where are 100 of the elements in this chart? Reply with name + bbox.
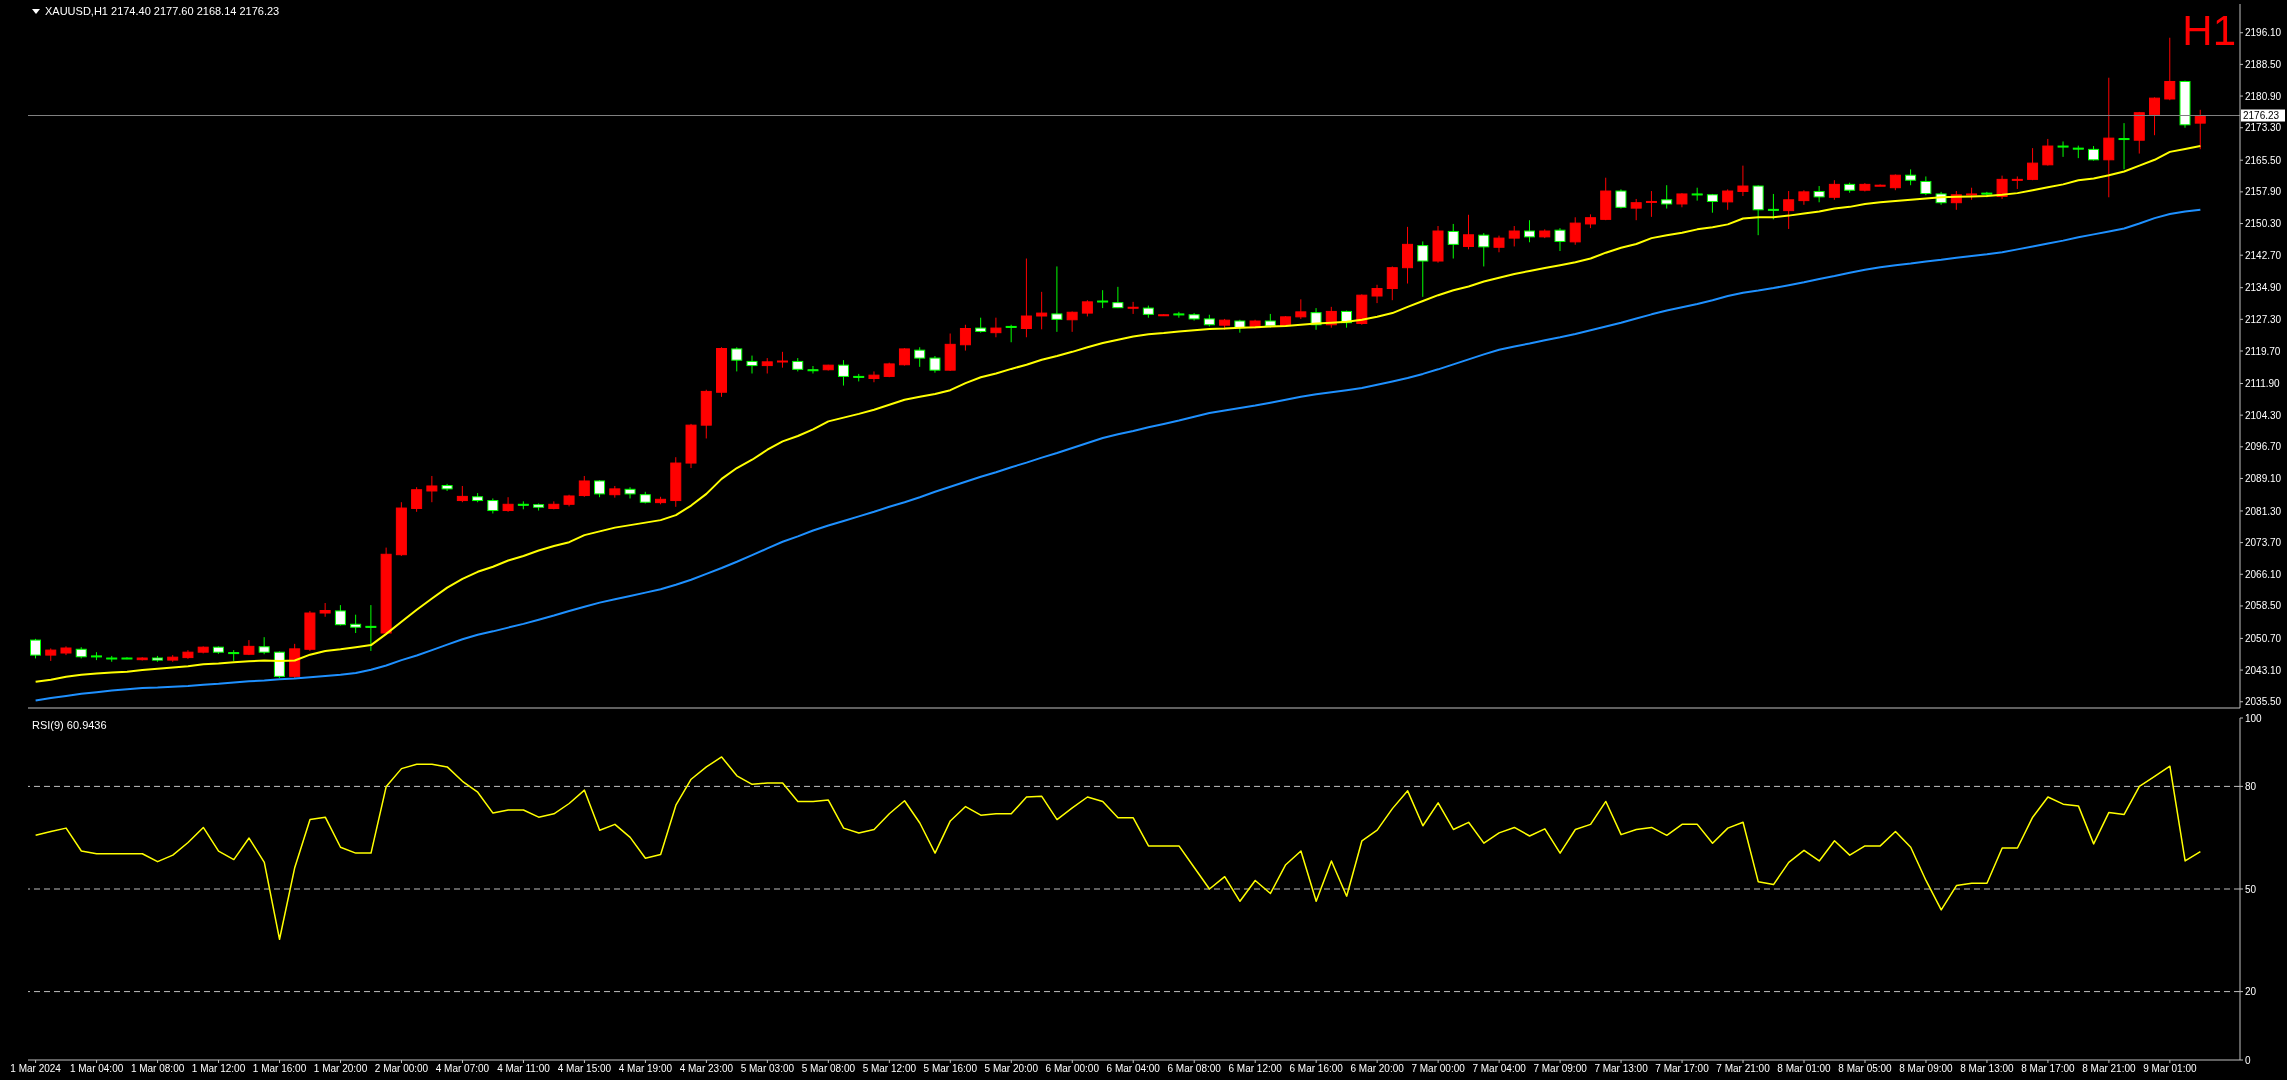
y-tick-label: 2058.50: [2245, 600, 2282, 612]
candlestick: [731, 346, 743, 372]
candlestick: [837, 359, 849, 387]
candlestick: [2057, 140, 2069, 158]
x-tick-label: 8 Mar 01:00: [1777, 1063, 1832, 1075]
chart-title: RSI(9) 60.9436: [32, 719, 107, 732]
candlestick: [807, 365, 819, 374]
y-tick-label: 2157.90: [2245, 186, 2282, 198]
candlestick: [1295, 298, 1307, 320]
y-tick-label: 2119.70: [2245, 345, 2281, 357]
candlestick: [1783, 190, 1795, 230]
candlestick: [2011, 175, 2023, 190]
x-tick-label: 7 Mar 09:00: [1533, 1063, 1588, 1075]
candlestick: [2118, 122, 2130, 170]
y-tick-label: 2127.30: [2245, 313, 2282, 325]
x-tick-label: 7 Mar 00:00: [1411, 1063, 1466, 1075]
candlestick: [1752, 184, 1764, 236]
candlestick: [2194, 109, 2206, 150]
x-tick-label: 1 Mar 04:00: [69, 1063, 124, 1075]
candlestick: [1874, 183, 1886, 187]
x-tick-label: 1 Mar 12:00: [191, 1063, 246, 1075]
y-tick-label: 2196.10: [2245, 27, 2282, 39]
x-tick-label: 1 Mar 08:00: [130, 1063, 185, 1075]
candlestick: [426, 475, 438, 503]
ref-line-label: 2176.23: [2243, 110, 2280, 122]
x-tick-label: 4 Mar 11:00: [497, 1063, 551, 1075]
x-tick-label: 7 Mar 17:00: [1655, 1063, 1710, 1075]
y-tick-label: 2066.10: [2245, 568, 2282, 580]
candlestick: [1020, 258, 1032, 338]
x-tick-label: 6 Mar 20:00: [1350, 1063, 1405, 1075]
y-tick-label: 2104.30: [2245, 409, 2282, 421]
x-tick-label: 5 Mar 20:00: [984, 1063, 1039, 1075]
candlestick: [350, 614, 362, 634]
x-tick-label: 5 Mar 16:00: [923, 1063, 978, 1075]
x-tick-label: 4 Mar 23:00: [679, 1063, 734, 1075]
x-tick-label: 1 Mar 20:00: [313, 1063, 368, 1075]
candlestick: [1417, 240, 1429, 298]
candlestick: [1447, 223, 1459, 260]
y-tick-label: 2035.50: [2245, 696, 2282, 708]
x-tick-label: 4 Mar 07:00: [435, 1063, 490, 1075]
candlestick: [746, 355, 758, 374]
y-tick-label: 20: [2245, 986, 2257, 998]
candlestick: [1615, 188, 1627, 210]
candlestick: [1645, 190, 1657, 218]
x-tick-label: 6 Mar 08:00: [1167, 1063, 1222, 1075]
candlestick: [959, 324, 971, 352]
line-series: [34, 756, 2202, 941]
x-tick-label: 4 Mar 15:00: [557, 1063, 612, 1075]
candlestick: [2027, 147, 2039, 181]
candlestick: [365, 604, 377, 652]
candlestick: [914, 346, 926, 368]
x-tick-label: 8 Mar 13:00: [1960, 1063, 2015, 1075]
y-tick-label: 80: [2245, 780, 2257, 792]
candlestick: [990, 317, 1002, 338]
y-tick-label: 2096.70: [2245, 441, 2282, 453]
y-tick-label: 2111.90: [2245, 378, 2281, 390]
x-tick-label: 6 Mar 16:00: [1289, 1063, 1344, 1075]
candlestick: [1523, 219, 1535, 243]
candlestick: [1066, 310, 1078, 333]
candlestick: [1767, 193, 1779, 220]
x-tick-label: 6 Mar 12:00: [1228, 1063, 1283, 1075]
candlestick: [1630, 198, 1642, 221]
x-tick-label: 5 Mar 03:00: [740, 1063, 795, 1075]
x-tick-label: 6 Mar 00:00: [1045, 1063, 1100, 1075]
y-tick-label: 2089.10: [2245, 473, 2282, 485]
candlestick: [1371, 284, 1383, 304]
candlestick: [578, 475, 590, 498]
candlestick: [1051, 265, 1063, 333]
y-tick-label: 2180.90: [2245, 90, 2282, 102]
candlestick: [1036, 291, 1048, 330]
x-tick-label: 4 Mar 19:00: [618, 1063, 673, 1075]
x-tick-label: 5 Mar 12:00: [862, 1063, 917, 1075]
candlestick: [1402, 226, 1414, 285]
x-tick-label: 6 Mar 04:00: [1106, 1063, 1161, 1075]
candlestick: [1569, 216, 1581, 246]
y-tick-label: 50: [2245, 883, 2257, 895]
x-tick-label: 9 Mar 01:00: [2143, 1063, 2197, 1075]
annotation: H1: [2182, 7, 2236, 54]
candlestick: [624, 486, 636, 499]
x-tick-label: 1 Mar 16:00: [252, 1063, 307, 1075]
y-tick-label: 2043.10: [2245, 664, 2282, 676]
y-tick-label: 2150.30: [2245, 218, 2282, 230]
x-tick-label: 8 Mar 17:00: [2021, 1063, 2076, 1075]
candlestick: [334, 604, 346, 627]
candlestick: [1554, 227, 1566, 252]
candlestick: [1737, 165, 1749, 197]
y-tick-label: 2050.70: [2245, 632, 2282, 644]
x-tick-label: 5 Mar 08:00: [801, 1063, 856, 1075]
candlestick: [2042, 138, 2054, 167]
candlestick: [1828, 179, 1840, 201]
candlestick: [1173, 311, 1185, 319]
candlestick: [1386, 265, 1398, 301]
x-tick-label: 8 Mar 09:00: [1899, 1063, 1954, 1075]
candlestick: [868, 370, 880, 383]
x-tick-label: 2 Mar 00:00: [374, 1063, 429, 1075]
candlestick: [1127, 301, 1139, 315]
candlestick: [1508, 225, 1520, 247]
y-tick-label: 2073.70: [2245, 537, 2282, 549]
y-tick-label: 0: [2245, 1054, 2251, 1066]
candlestick: [411, 486, 423, 513]
